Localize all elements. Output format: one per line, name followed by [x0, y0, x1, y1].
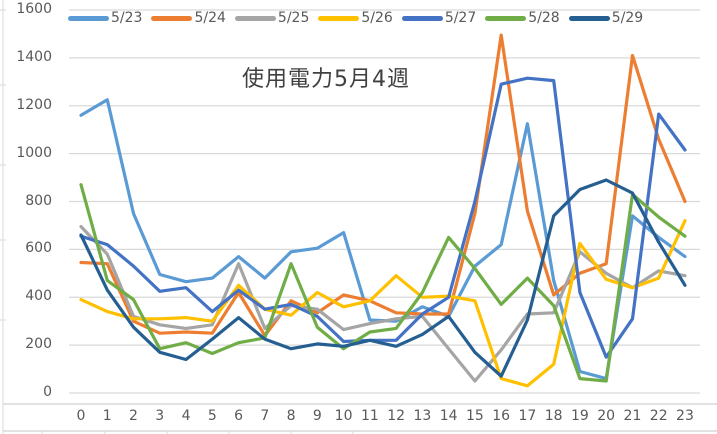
y-tick-label: 200: [25, 336, 52, 353]
x-tick-label: 0: [76, 408, 86, 424]
y-tick-label: 1400: [16, 48, 52, 65]
legend-label: 5/26: [361, 10, 393, 26]
x-tick-label: 6: [234, 408, 243, 424]
series-line-5-26: [79, 219, 687, 388]
legend-label: 5/28: [528, 10, 560, 26]
x-tick-label: 15: [465, 408, 484, 424]
legend-label: 5/24: [194, 10, 226, 26]
legend-swatch-icon: [68, 15, 109, 21]
legend-label: 5/23: [111, 10, 143, 26]
legend-swatch-icon: [401, 15, 443, 21]
x-tick-label: 9: [312, 408, 322, 424]
legend-swatch-icon: [318, 15, 360, 21]
legend-item: 5/29: [568, 10, 644, 26]
x-tick-label: 16: [492, 408, 511, 424]
y-tick-label: 600: [25, 240, 52, 257]
y-tick-label: 400: [25, 288, 52, 305]
legend-swatch-icon: [151, 15, 193, 21]
legend-swatch-icon: [234, 15, 276, 21]
legend-item: 5/24: [151, 10, 226, 26]
x-tick-label: 1: [102, 408, 112, 424]
series-line-5-29: [79, 178, 687, 378]
y-tick-label: 1600: [16, 1, 52, 17]
series-line-5-27: [79, 76, 687, 359]
series-line-5-25: [79, 225, 687, 383]
series-line-5-24: [79, 33, 687, 338]
x-tick-label: 7: [260, 408, 270, 424]
x-tick-label: 3: [155, 408, 165, 424]
legend-item: 5/27: [401, 10, 477, 26]
x-tick-label: 13: [413, 408, 432, 424]
legend-swatch-icon: [485, 15, 527, 21]
x-tick-label: 19: [571, 408, 589, 424]
legend-label: 5/25: [277, 10, 310, 26]
legend: 5/23 5/24 5/25 5/26 5/27 5/28 5/29: [68, 10, 652, 26]
series-line-5-23: [79, 98, 687, 381]
x-tick-label: 12: [387, 408, 406, 424]
y-tick-label: 0: [43, 384, 52, 400]
x-tick-label: 10: [334, 408, 353, 424]
x-tick-label: 5: [207, 408, 217, 424]
legend-item: 5/25: [234, 10, 310, 26]
legend-item: 5/23: [68, 10, 142, 26]
x-tick-label: 8: [286, 408, 296, 424]
x-tick-label: 14: [439, 408, 458, 424]
x-tick-label: 11: [360, 408, 379, 424]
legend-item: 5/26: [318, 10, 393, 26]
y-tick-label: 800: [25, 192, 52, 209]
x-tick-label: 2: [129, 408, 138, 424]
x-tick-label: 23: [676, 408, 694, 424]
x-tick-label: 22: [649, 408, 668, 424]
legend-swatch-icon: [568, 15, 610, 21]
legend-item: 5/28: [485, 10, 560, 26]
y-tick-label: 1200: [16, 96, 52, 113]
x-tick-label: 18: [544, 408, 563, 424]
x-tick-label: 21: [623, 408, 642, 424]
chart-title: 使用電力5月4週: [242, 67, 410, 92]
y-tick-label: 1000: [16, 144, 52, 161]
legend-label: 5/27: [444, 10, 477, 26]
x-tick-label: 20: [597, 408, 616, 424]
series-line-5-28: [79, 183, 687, 383]
legend-label: 5/29: [611, 10, 644, 26]
x-tick-label: 4: [181, 408, 191, 424]
x-tick-label: 17: [518, 408, 537, 424]
